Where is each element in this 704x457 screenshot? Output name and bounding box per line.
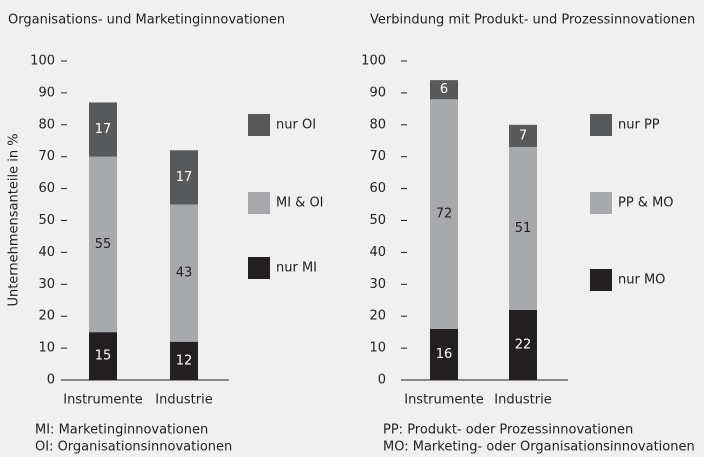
value-label: 6 [440,82,448,97]
note: PP: Produkt- oder Prozessinnovationen [383,423,633,438]
bar-segment [170,341,198,380]
y-tick-label: 0 [47,373,55,388]
legend-label: PP & MO [618,196,674,211]
chart-title: Verbindung mit Produkt- und Prozessinnov… [370,13,695,28]
y-tick-label: 40 [38,245,55,260]
value-label: 15 [95,349,112,364]
y-tick-label: 100 [361,54,386,69]
y-tick-label: 50 [369,213,386,228]
legend-swatch [248,114,270,136]
y-axis-label: Unternehmensanteile in % [7,133,22,306]
y-tick-label: 70 [369,149,386,164]
value-label: 17 [95,122,112,137]
legend-swatch [248,192,270,214]
value-label: 7 [519,128,527,143]
y-tick-label: 20 [38,309,55,324]
y-tick-label: 60 [38,181,55,196]
x-tick-label: Industrie [155,393,212,408]
bar-segment [430,328,458,380]
value-label: 55 [95,237,112,252]
chart-title: Organisations- und Marketinginnovationen [8,13,285,28]
value-label: 16 [436,347,453,362]
y-tick-label: 100 [30,54,55,69]
y-tick-label: 70 [38,149,55,164]
legend-swatch [248,257,270,279]
y-tick-label: 10 [38,341,55,356]
y-tick-label: 90 [369,85,386,100]
y-tick-label: 80 [369,117,386,132]
note: MI: Marketinginnovationen [35,423,208,438]
legend-label: nur MO [618,273,665,288]
value-label: 12 [176,353,193,368]
legend-swatch [590,114,612,136]
y-tick-label: 20 [369,309,386,324]
legend-label: nur OI [276,118,316,133]
value-label: 22 [515,337,532,352]
y-tick-label: 50 [38,213,55,228]
y-tick-label: 60 [369,181,386,196]
value-label: 51 [515,221,532,236]
legend-swatch [590,192,612,214]
x-tick-label: Instrumente [404,393,484,408]
bar-segment [89,102,117,157]
bar-segment [430,99,458,329]
bar-segment [509,124,537,148]
y-tick-label: 90 [38,85,55,100]
y-tick-label: 10 [369,341,386,356]
x-tick-label: Industrie [494,393,551,408]
note: OI: Organisationsinnovationen [35,440,232,455]
value-label: 43 [176,266,193,281]
bar-segment [89,332,117,380]
legend-label: nur PP [618,118,660,133]
y-tick-label: 30 [38,277,55,292]
y-tick-label: 40 [369,245,386,260]
value-label: 72 [436,207,453,222]
bar-segment [509,309,537,380]
x-tick-label: Instrumente [63,393,143,408]
legend-label: MI & OI [276,196,324,211]
legend-swatch [590,269,612,291]
note: MO: Marketing- oder Organisationsinnovat… [383,440,695,455]
legend-label: nur MI [276,261,317,276]
bar-segment [509,147,537,310]
bar-segment [430,80,458,100]
bar-segment [170,204,198,342]
value-label: 17 [176,170,193,185]
y-tick-label: 80 [38,117,55,132]
bar-segment [89,156,117,333]
y-tick-label: 0 [378,373,386,388]
y-tick-label: 30 [369,277,386,292]
bar-segment [170,150,198,205]
